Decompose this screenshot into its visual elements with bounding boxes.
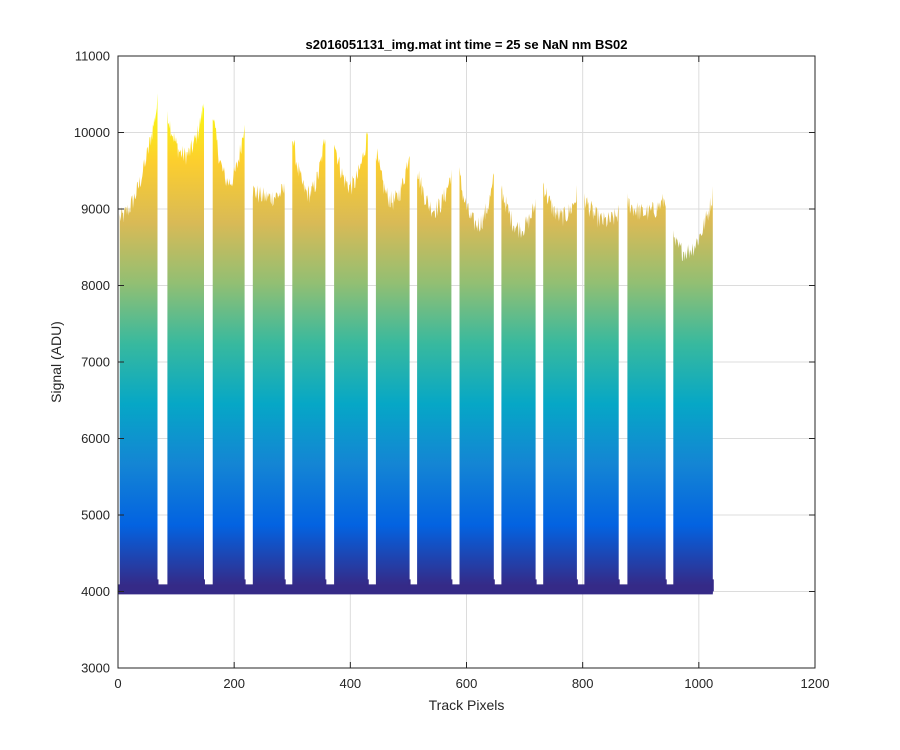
- channel-area-4: [252, 183, 285, 594]
- channel-edge: [324, 579, 327, 592]
- y-tick-label: 5000: [81, 508, 110, 523]
- channel-edge: [450, 579, 453, 592]
- channel-area-13: [627, 193, 666, 594]
- channel-area-1: [119, 93, 158, 594]
- data-area: [118, 93, 714, 595]
- channel-edge: [534, 579, 537, 592]
- y-tick-label: 10000: [74, 125, 110, 140]
- channel-edge: [283, 579, 286, 592]
- channel-area-11: [543, 182, 577, 594]
- y-tick-label: 8000: [81, 278, 110, 293]
- y-tick-label: 6000: [81, 431, 110, 446]
- channel-edge: [243, 579, 246, 592]
- y-axis-ticks: 3000 4000 5000 6000 7000 8000 9000 10000 11000: [74, 49, 815, 676]
- y-tick-label: 4000: [81, 584, 110, 599]
- channel-area-5: [292, 138, 326, 594]
- channel-area-3: [212, 119, 245, 594]
- channel-area-8: [417, 169, 452, 594]
- baseline-band: [118, 584, 713, 595]
- channel-edge: [617, 579, 620, 592]
- y-tick-label: 11000: [75, 49, 110, 64]
- channel-area-12: [584, 193, 619, 594]
- channel-edge: [575, 579, 578, 592]
- x-tick-label: 400: [339, 676, 361, 691]
- channel-area-14: [673, 186, 713, 594]
- channel-edge: [202, 579, 205, 592]
- x-tick-label: 800: [572, 676, 594, 691]
- x-axis-ticks: 0 200 400 600 800 1000 1200: [114, 56, 829, 691]
- channel-area-9: [459, 167, 494, 594]
- channel-area-2: [167, 103, 204, 594]
- channel-edge: [664, 579, 667, 592]
- x-tick-label: 0: [114, 676, 121, 691]
- channel-area-6: [334, 132, 368, 594]
- chart-title: s2016051131_img.mat int time = 25 se NaN…: [306, 37, 628, 52]
- channel-edge: [492, 579, 495, 592]
- x-tick-label: 200: [223, 676, 245, 691]
- x-axis-label: Track Pixels: [429, 697, 505, 713]
- channel-edge: [711, 579, 714, 592]
- channel-edge: [408, 579, 411, 592]
- channel-area-10: [501, 185, 536, 594]
- y-tick-label: 3000: [81, 661, 110, 676]
- y-tick-label: 7000: [81, 355, 110, 370]
- y-axis-label: Signal (ADU): [48, 321, 64, 403]
- channel-edge: [156, 579, 159, 592]
- channel-edge: [366, 579, 369, 592]
- channel-area-7: [375, 148, 410, 594]
- x-tick-label: 1000: [684, 676, 713, 691]
- x-tick-label: 1200: [801, 676, 830, 691]
- x-tick-label: 600: [456, 676, 478, 691]
- y-tick-label: 9000: [81, 202, 110, 217]
